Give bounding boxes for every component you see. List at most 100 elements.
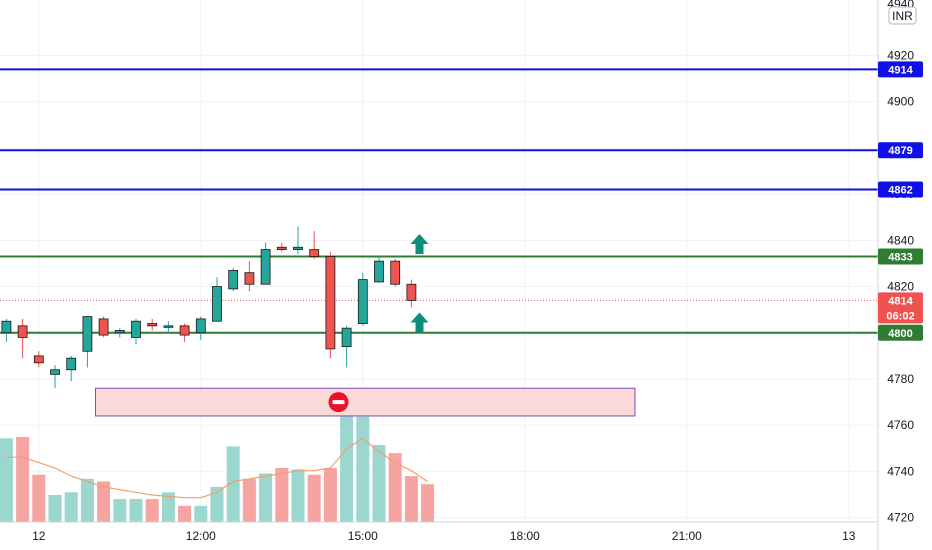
candle[interactable] xyxy=(1,318,12,343)
x-tick-label: 15:00 xyxy=(348,529,378,543)
last-price-label: 4814 xyxy=(888,295,913,307)
candle[interactable] xyxy=(131,318,141,345)
candle-body xyxy=(390,260,401,285)
candle[interactable] xyxy=(212,277,222,322)
price-badge-4800 xyxy=(878,324,923,341)
y-tick-label: 4840 xyxy=(887,233,914,247)
x-tick-label: 13 xyxy=(842,529,856,543)
candle[interactable] xyxy=(147,318,158,331)
y-tick-label: 4760 xyxy=(887,418,914,432)
candle-body xyxy=(341,327,352,348)
price-badge-4862 xyxy=(878,181,923,198)
price-badge-label: 4862 xyxy=(888,184,912,196)
volume-bar xyxy=(178,505,192,522)
candle-body xyxy=(276,246,287,250)
zone-rect[interactable] xyxy=(95,387,636,417)
candle[interactable] xyxy=(179,323,190,343)
volume-bar xyxy=(145,499,159,522)
volume-bar xyxy=(210,486,224,522)
candle[interactable] xyxy=(325,251,336,359)
candle-body xyxy=(260,249,271,285)
candle-body xyxy=(374,260,384,283)
candle[interactable] xyxy=(33,351,44,368)
x-tick-label: 21:00 xyxy=(672,529,702,543)
candle-body xyxy=(1,320,12,334)
volume-bar xyxy=(194,505,208,522)
volume-bar xyxy=(48,495,62,522)
currency-box[interactable] xyxy=(888,6,917,25)
price-badge-label: 4914 xyxy=(888,64,913,76)
candle[interactable] xyxy=(309,231,320,259)
volume-bar xyxy=(226,446,240,522)
candle[interactable] xyxy=(244,261,255,292)
candle[interactable] xyxy=(260,242,271,285)
grid xyxy=(0,0,878,522)
candle[interactable] xyxy=(114,328,125,338)
candle-body xyxy=(212,286,222,322)
candle[interactable] xyxy=(374,256,384,283)
candle-body xyxy=(147,323,158,327)
candle[interactable] xyxy=(406,279,417,308)
volume-bar xyxy=(275,468,289,522)
volume-bar xyxy=(113,499,127,522)
candle-body xyxy=(179,325,190,336)
demand-zone xyxy=(95,387,636,417)
up-arrow-icon xyxy=(410,312,429,333)
price-badge-4879 xyxy=(878,142,923,159)
price-badge-4914 xyxy=(878,61,923,78)
candle-body xyxy=(195,318,206,334)
candle-body xyxy=(82,316,93,352)
x-tick-label: 18:00 xyxy=(510,529,540,543)
candle[interactable] xyxy=(17,318,28,359)
volume-bar xyxy=(242,478,256,522)
candle-body xyxy=(66,357,77,371)
y-tick-label-top: 4940 xyxy=(887,0,914,11)
candle-body xyxy=(325,256,336,350)
price-badge-label: 4833 xyxy=(888,252,912,264)
candle[interactable] xyxy=(341,325,352,368)
price-badge-label: 4879 xyxy=(888,145,912,157)
volume-bar xyxy=(97,481,111,522)
volume-bar xyxy=(340,400,354,522)
volume-bar xyxy=(129,499,143,522)
candle[interactable] xyxy=(66,355,77,382)
candle[interactable] xyxy=(357,272,368,326)
candle[interactable] xyxy=(82,316,93,368)
price-badge-4833 xyxy=(878,248,923,265)
arrow-markers xyxy=(410,233,429,333)
y-tick-label: 4820 xyxy=(887,280,914,294)
y-tick-label: 4900 xyxy=(887,95,914,109)
candle[interactable] xyxy=(228,268,239,292)
candle-body xyxy=(309,249,320,257)
candle[interactable] xyxy=(98,316,109,338)
last-price-badge xyxy=(878,292,923,324)
candle[interactable] xyxy=(276,242,287,252)
volume-bar xyxy=(0,438,13,522)
candle-body xyxy=(17,325,28,338)
countdown-label: 06:02 xyxy=(886,310,914,322)
y-tick-label: 4780 xyxy=(887,372,914,386)
candlestick-series xyxy=(1,226,417,389)
volume-bar xyxy=(323,468,337,522)
candle-body xyxy=(406,283,417,301)
volume-ma-line xyxy=(6,437,428,499)
candle-body xyxy=(228,269,239,290)
volume-bar xyxy=(64,492,78,522)
candle[interactable] xyxy=(390,258,401,287)
volume-bar xyxy=(32,474,46,522)
volume-pane xyxy=(0,400,435,522)
price-badge-label: 4800 xyxy=(888,328,912,340)
volume-bar xyxy=(80,478,94,522)
y-tick-label: 4920 xyxy=(887,48,914,62)
volume-bar xyxy=(307,474,321,522)
candle[interactable] xyxy=(50,365,60,389)
candle[interactable] xyxy=(293,226,303,255)
candle[interactable] xyxy=(163,321,174,333)
candle[interactable] xyxy=(195,316,206,340)
candle-body xyxy=(114,330,125,334)
horizontal-levels xyxy=(0,68,878,334)
stop-icon-bar xyxy=(332,400,345,405)
candle-body xyxy=(244,272,255,285)
